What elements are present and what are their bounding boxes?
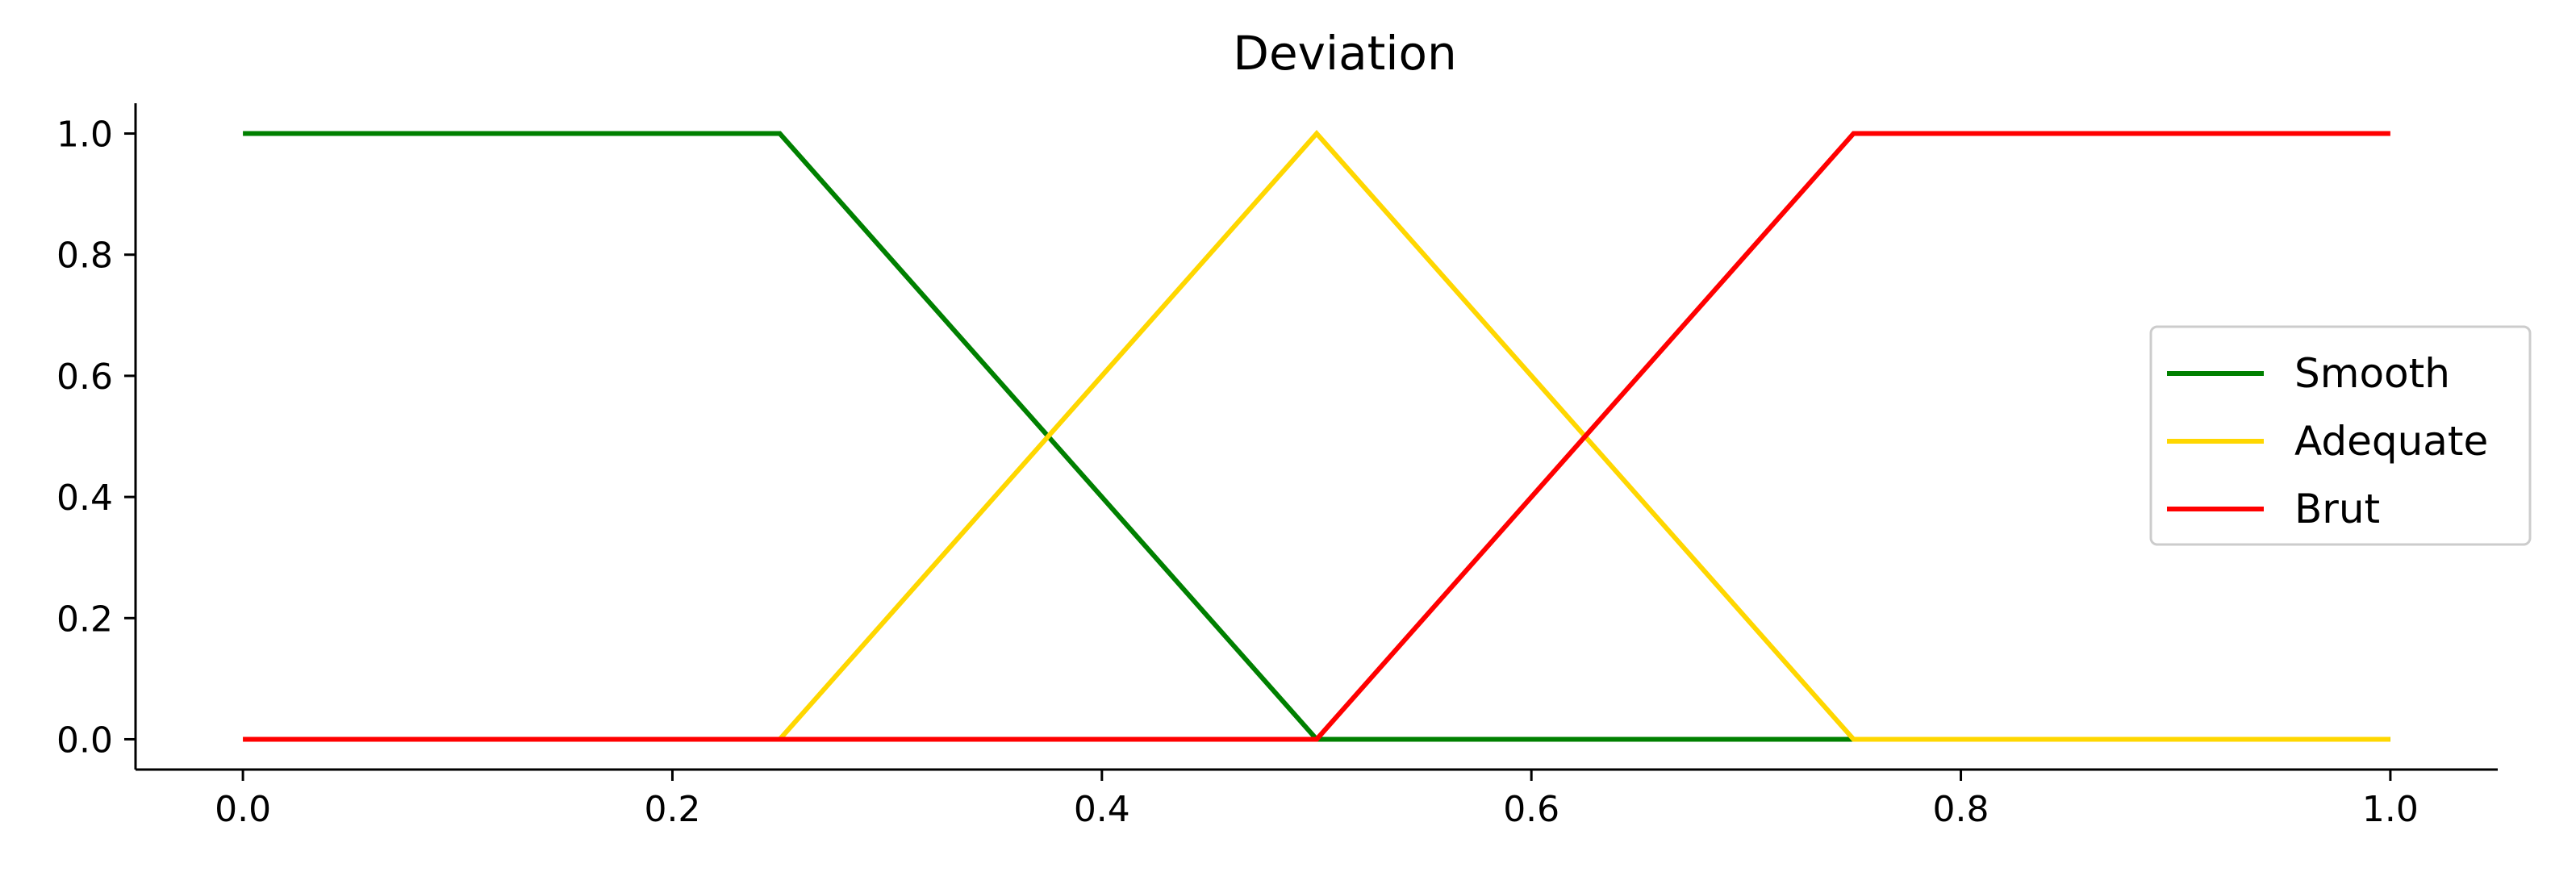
legend-label-smooth: Smooth	[2294, 350, 2450, 397]
y-tick-label: 0.2	[56, 599, 113, 640]
legend-label-adequate: Adequate	[2294, 418, 2488, 465]
x-tick-label: 0.0	[215, 789, 271, 830]
legend-label-brut: Brut	[2294, 486, 2380, 532]
legend-frame	[2149, 325, 2532, 546]
series-line-brut	[243, 131, 2390, 742]
y-tick-label: 1.0	[56, 115, 113, 156]
y-tick-label: 0.8	[56, 236, 113, 277]
y-tick-label: 0.4	[56, 478, 113, 519]
axes: 0.0 0.2 0.4 0.6 0.8 1.0 0.0 0.2 0.4 0.6 0.8 1.0	[56, 103, 2498, 830]
series-layer	[243, 129, 2390, 742]
x-tick-label: 0.6	[1503, 789, 1559, 830]
legend: Smooth Adequate Brut	[2149, 325, 2532, 546]
chart-title: Deviation	[1233, 26, 1456, 81]
series-line-smooth	[243, 131, 2390, 742]
series-line-adequate	[243, 129, 2390, 742]
x-tick-label: 0.8	[1933, 789, 1989, 830]
x-tick-label: 0.2	[644, 789, 700, 830]
y-tick-label: 0.0	[56, 720, 113, 761]
x-tick-label: 1.0	[2362, 789, 2419, 830]
x-tick-label: 0.4	[1074, 789, 1130, 830]
y-tick-label: 0.6	[56, 357, 113, 398]
